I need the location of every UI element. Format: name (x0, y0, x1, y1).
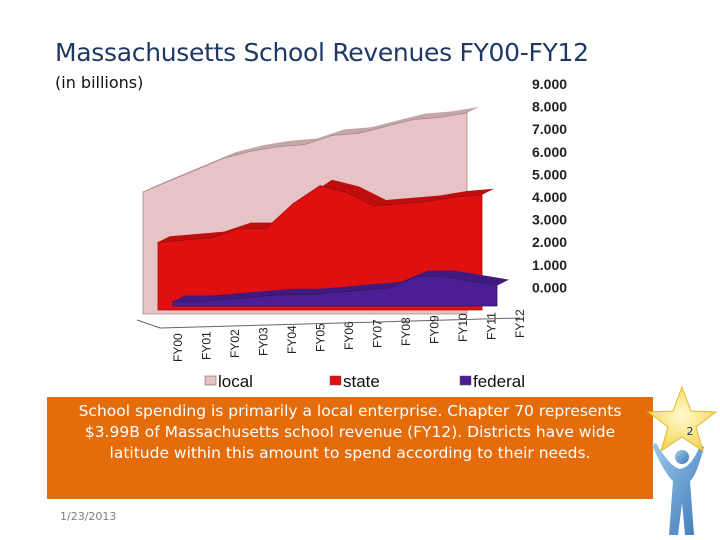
legend-swatch-state (329, 375, 342, 386)
x-tick-label: FY00 (171, 333, 185, 362)
area-ridge-state (158, 179, 494, 243)
y-tick-label: 9.000 (532, 76, 567, 92)
y-tick-label: 5.000 (532, 166, 567, 182)
area-ridge-local (143, 106, 479, 192)
person-icon (652, 443, 704, 535)
star-icon (646, 385, 718, 453)
x-tick-label: FY09 (428, 315, 442, 344)
x-tick-label: FY06 (342, 321, 356, 350)
x-tick-label: FY04 (285, 325, 299, 354)
y-tick-label: 6.000 (532, 144, 567, 160)
slide-title: Massachusetts School Revenues FY00-FY12 (55, 38, 589, 67)
y-tick-label: 4.000 (532, 189, 567, 205)
summary-callout: School spending is primarily a local ent… (47, 397, 653, 499)
star-figure-icon (646, 385, 718, 535)
y-tick-label: 0.000 (532, 279, 567, 295)
x-tick-label: FY01 (200, 331, 214, 360)
legend-label-local: local (218, 372, 253, 391)
legend-swatch-federal (459, 375, 472, 386)
slide-number: 2 (686, 425, 694, 438)
slide-subtitle: (in billions) (55, 73, 144, 92)
revenue-area-chart: 9.000 8.000 7.000 6.000 5.000 4.000 3.000 2.000… (136, 76, 567, 391)
area-ridge-federal (173, 270, 509, 302)
axis-depth-line (136, 319, 161, 329)
x-tick-label: FY03 (257, 327, 271, 356)
x-tick-label: FY07 (371, 319, 385, 348)
y-tick-label: 3.000 (532, 212, 567, 228)
x-tick-label: FY10 (456, 313, 470, 342)
x-tick-label: FY12 (513, 309, 527, 338)
y-tick-label: 8.000 (532, 99, 567, 115)
slide-date: 1/23/2013 (60, 510, 117, 523)
area-federal (172, 276, 498, 307)
x-tick-label: FY05 (314, 323, 328, 352)
legend-swatch-local (204, 375, 217, 386)
y-tick-label: 7.000 (532, 121, 567, 137)
legend-label-federal: federal (473, 372, 525, 391)
y-tick-label: 1.000 (532, 257, 567, 273)
legend-label-state: state (343, 372, 380, 391)
x-axis-line (159, 317, 521, 329)
area-state (157, 185, 483, 311)
x-tick-label: FY11 (485, 312, 499, 340)
x-tick-label: FY08 (399, 317, 413, 346)
y-tick-label: 2.000 (532, 234, 567, 250)
x-tick-label: FY02 (228, 329, 242, 358)
